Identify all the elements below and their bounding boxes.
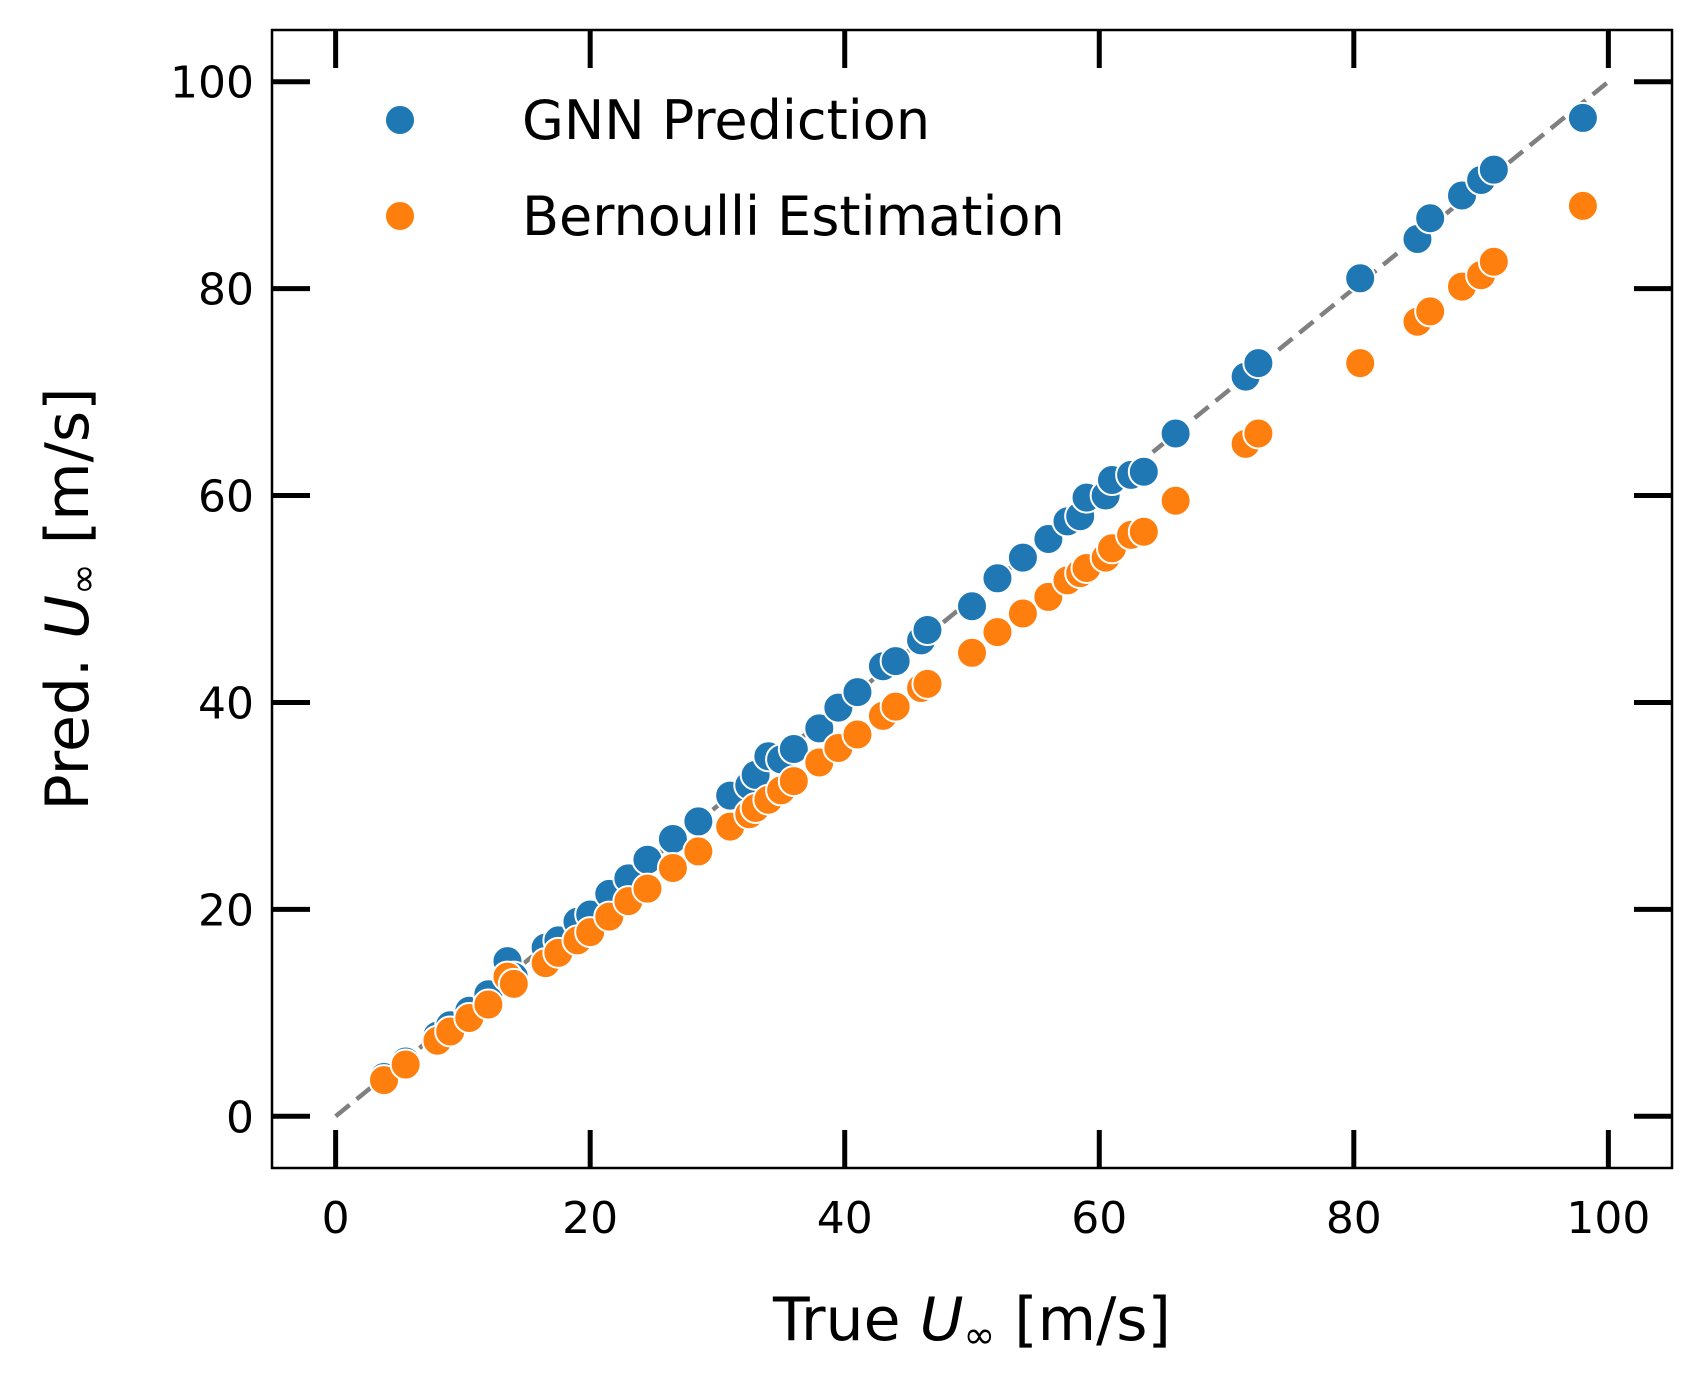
data-point bbox=[956, 590, 988, 623]
x-tick-label: 40 bbox=[817, 1193, 873, 1244]
data-point bbox=[1344, 347, 1377, 380]
legend: GNN Prediction Bernoulli Estimation bbox=[384, 89, 1065, 248]
data-point bbox=[777, 733, 810, 766]
data-point bbox=[777, 765, 810, 798]
data-point bbox=[1127, 455, 1160, 488]
data-point bbox=[368, 1064, 400, 1097]
y-axis-title: Pred. U∞ [m/s] bbox=[33, 387, 105, 810]
data-point bbox=[1344, 262, 1377, 295]
data-point bbox=[1242, 417, 1275, 450]
x-axis-title: True U∞ [m/s] bbox=[772, 1285, 1171, 1357]
data-point bbox=[682, 805, 715, 838]
data-point bbox=[911, 614, 944, 647]
data-point bbox=[841, 718, 874, 751]
data-point bbox=[981, 562, 1014, 595]
points-layer bbox=[368, 101, 1599, 1097]
x-tick-label: 80 bbox=[1326, 1193, 1382, 1244]
data-point bbox=[1566, 101, 1599, 134]
data-point bbox=[1006, 541, 1039, 574]
series-bernoulli-estimation bbox=[368, 189, 1599, 1097]
data-point bbox=[911, 667, 944, 700]
data-point bbox=[841, 676, 874, 709]
plot-frame bbox=[270, 28, 1674, 1170]
legend-marker bbox=[384, 104, 416, 136]
data-point bbox=[1006, 597, 1039, 630]
data-point bbox=[1477, 245, 1510, 278]
data-point bbox=[956, 636, 988, 669]
data-point bbox=[879, 690, 912, 723]
data-point bbox=[1127, 515, 1160, 548]
data-point bbox=[879, 645, 912, 678]
x-tick-label: 60 bbox=[1071, 1193, 1127, 1244]
x-tick-label: 100 bbox=[1566, 1193, 1650, 1244]
data-point bbox=[472, 988, 505, 1021]
data-point bbox=[1566, 189, 1599, 222]
data-point bbox=[497, 967, 530, 1000]
legend-label: Bernoulli Estimation bbox=[522, 185, 1065, 248]
data-point bbox=[981, 616, 1014, 649]
data-point bbox=[1242, 347, 1275, 380]
legend-marker bbox=[384, 200, 416, 232]
data-point bbox=[389, 1048, 422, 1081]
data-point bbox=[1159, 484, 1192, 517]
data-point bbox=[656, 851, 689, 884]
data-point bbox=[1414, 295, 1447, 328]
y-tick-label: 0 bbox=[226, 1092, 254, 1143]
y-tick-label: 100 bbox=[170, 58, 254, 109]
data-point bbox=[631, 872, 664, 905]
y-tick-label: 80 bbox=[198, 265, 254, 316]
y-tick-label: 60 bbox=[198, 472, 254, 523]
legend-label: GNN Prediction bbox=[522, 89, 930, 152]
y-tick-label: 20 bbox=[198, 885, 254, 936]
data-point bbox=[803, 712, 836, 745]
data-point bbox=[1159, 417, 1192, 450]
tick-layer bbox=[272, 30, 1672, 1168]
y-tick-label: 40 bbox=[198, 678, 254, 729]
x-tick-label: 20 bbox=[562, 1193, 618, 1244]
x-tick-label: 0 bbox=[322, 1193, 350, 1244]
data-point bbox=[682, 835, 715, 868]
data-point bbox=[1477, 153, 1510, 186]
data-point bbox=[1414, 202, 1447, 235]
tick-label-layer: 0 20 40 60 80 100 0 20 40 60 80 100 bbox=[170, 58, 1650, 1244]
